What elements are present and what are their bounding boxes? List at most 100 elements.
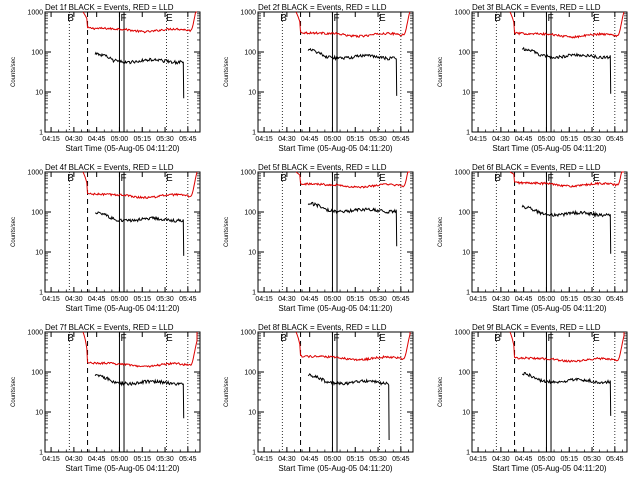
det9-ytick-label: 1 xyxy=(466,450,470,457)
det4-xtick-label: 04:30 xyxy=(65,296,83,303)
det2-xtick-label: 04:30 xyxy=(278,136,296,143)
det9-lld-series xyxy=(509,331,625,364)
det1-marker-b: B xyxy=(67,13,74,24)
det8-ytick-label: 1000 xyxy=(240,330,256,337)
det5-ytick-label: 10 xyxy=(248,250,256,257)
det3-ylabel: Counts/sec xyxy=(438,57,444,87)
det5-xtick-label: 04:30 xyxy=(278,296,296,303)
det8-xtick-label: 04:15 xyxy=(255,456,273,463)
det2-xtick-label: 05:30 xyxy=(369,136,387,143)
det6-title: Det 6f BLACK = Events, RED = LLD xyxy=(472,163,601,172)
det9-events-series xyxy=(522,371,612,416)
det7-xtick-label: 04:30 xyxy=(65,456,83,463)
det4-xtick-label: 05:15 xyxy=(133,296,151,303)
det3-xtick-label: 05:30 xyxy=(583,136,601,143)
det7-xtick-label: 04:45 xyxy=(88,456,106,463)
det7-marker-f: F xyxy=(120,333,126,344)
det6-ytick-label: 100 xyxy=(458,210,470,217)
det4-ytick-label: 10 xyxy=(35,250,43,257)
det3-xtick-label: 05:00 xyxy=(538,136,556,143)
det9-xtick-label: 05:30 xyxy=(583,456,601,463)
det2-xtick-label: 05:00 xyxy=(324,136,342,143)
det7-xlabel: Start Time (05-Aug-05 04:11:20) xyxy=(65,464,179,473)
det8-axes-frame xyxy=(257,331,414,453)
det7-ytick-label: 10 xyxy=(35,410,43,417)
det5-ytick-label: 100 xyxy=(244,210,256,217)
det5-marker-f: F xyxy=(333,173,339,184)
det8-ytick-label: 100 xyxy=(244,370,256,377)
det8-marker-b: B xyxy=(280,333,287,344)
det8-xtick-label: 05:45 xyxy=(392,456,410,463)
det3-xtick-label: 04:30 xyxy=(492,136,510,143)
det5-xtick-label: 05:15 xyxy=(346,296,364,303)
det1-xtick-label: 05:00 xyxy=(111,136,129,143)
det7-marker-b: B xyxy=(67,333,74,344)
det5-lld-series xyxy=(295,171,410,189)
det3-xlabel: Start Time (05-Aug-05 04:11:20) xyxy=(492,144,606,153)
det8-xtick-label: 04:45 xyxy=(301,456,319,463)
det1-events-series xyxy=(94,51,185,99)
det5-title: Det 5f BLACK = Events, RED = LLD xyxy=(258,163,387,172)
det3-ytick-label: 10 xyxy=(462,90,470,97)
det4-xtick-label: 04:45 xyxy=(88,296,106,303)
det3-xtick-label: 04:15 xyxy=(469,136,487,143)
det4-marker-e: E xyxy=(166,173,173,184)
det8-title: Det 8f BLACK = Events, RED = LLD xyxy=(258,323,387,332)
det6-marker-e: E xyxy=(593,173,600,184)
det5-xtick-label: 04:45 xyxy=(301,296,319,303)
det7-marker-e: E xyxy=(166,333,173,344)
det1-xlabel: Start Time (05-Aug-05 04:11:20) xyxy=(65,144,179,153)
det1-xtick-label: 04:45 xyxy=(88,136,106,143)
det7-xtick-label: 04:15 xyxy=(42,456,60,463)
det4-xtick-label: 05:30 xyxy=(156,296,174,303)
det9-axes-frame xyxy=(471,331,628,453)
det2-marker-f: F xyxy=(333,13,339,24)
det2-xtick-label: 04:45 xyxy=(301,136,319,143)
det6-ytick-label: 1000 xyxy=(454,170,470,177)
det9-marker-b: B xyxy=(494,333,501,344)
det7-xtick-label: 05:45 xyxy=(179,456,197,463)
det5-marker-b: B xyxy=(280,173,287,184)
det7-xtick-label: 05:15 xyxy=(133,456,151,463)
det3-events-series xyxy=(521,46,612,94)
det6-xtick-label: 04:45 xyxy=(515,296,533,303)
det1-ytick-label: 10 xyxy=(35,90,43,97)
det4-lld-series xyxy=(82,171,198,200)
det6-marker-b: B xyxy=(494,173,501,184)
det3-ytick-label: 100 xyxy=(458,50,470,57)
det9-ylabel: Counts/sec xyxy=(438,377,444,407)
det8-xtick-label: 05:30 xyxy=(369,456,387,463)
det8-xtick-label: 05:00 xyxy=(324,456,342,463)
det4-ytick-label: 1 xyxy=(39,290,43,297)
det7-xtick-label: 05:30 xyxy=(156,456,174,463)
det5-xtick-label: 05:30 xyxy=(369,296,387,303)
det8-xlabel: Start Time (05-Aug-05 04:11:20) xyxy=(278,464,392,473)
det4-marker-f: F xyxy=(120,173,126,184)
det9-ytick-label: 100 xyxy=(458,370,470,377)
det7-ytick-label: 1000 xyxy=(27,330,43,337)
det8-marker-f: F xyxy=(333,333,339,344)
det3-axes-frame xyxy=(471,11,628,133)
det3-ytick-label: 1 xyxy=(466,130,470,137)
det4-axes-frame xyxy=(44,171,201,293)
det1-ytick-label: 100 xyxy=(31,50,43,57)
det7-events-series xyxy=(94,374,185,419)
det7-ytick-label: 1 xyxy=(39,450,43,457)
det5-xtick-label: 05:00 xyxy=(324,296,342,303)
det9-xtick-label: 05:15 xyxy=(560,456,578,463)
det1-lld-series xyxy=(82,11,197,34)
det6-ytick-label: 10 xyxy=(462,250,470,257)
det6-xtick-label: 05:45 xyxy=(606,296,624,303)
det1-xtick-label: 05:15 xyxy=(133,136,151,143)
det2-xtick-label: 05:15 xyxy=(346,136,364,143)
det7-axes-frame xyxy=(44,331,201,453)
det6-axes-frame xyxy=(471,171,628,293)
det5-axes-frame xyxy=(257,171,414,293)
det1-xtick-label: 05:30 xyxy=(156,136,174,143)
det9-xtick-label: 04:15 xyxy=(469,456,487,463)
det9-xtick-label: 05:00 xyxy=(538,456,556,463)
det2-marker-e: E xyxy=(379,13,386,24)
det9-marker-e: E xyxy=(593,333,600,344)
det2-events-series xyxy=(307,47,398,96)
det4-xlabel: Start Time (05-Aug-05 04:11:20) xyxy=(65,304,179,313)
